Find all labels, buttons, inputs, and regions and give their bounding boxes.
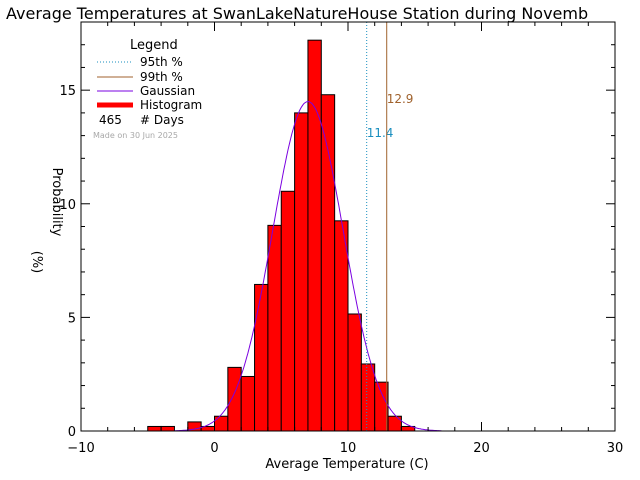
legend-label-gaussian: Gaussian — [140, 84, 195, 98]
y-tick-label: 0 — [68, 425, 76, 440]
x-tick-label: 30 — [607, 441, 624, 456]
histogram-bar — [360, 363, 376, 432]
x-tick-label: −10 — [67, 441, 94, 456]
x-axis-label: Average Temperature (C) — [265, 457, 428, 472]
histogram-bar — [334, 220, 349, 432]
legend-label-histogram: Histogram — [140, 98, 202, 112]
y-tick-label: 5 — [68, 311, 76, 326]
histogram-bar — [267, 224, 282, 432]
percentile-99-value: 12.9 — [387, 92, 414, 106]
chart-title: Average Temperatures at SwanLakeNatureHo… — [6, 4, 588, 23]
histogram-bar — [374, 381, 389, 432]
legend-days-count: 465 — [99, 113, 122, 127]
gaussian-curve — [174, 100, 442, 432]
legend: Legend 95th % 99th % Gaussian Histogram … — [93, 38, 202, 140]
histogram-bar — [307, 39, 322, 432]
histogram-bar — [347, 313, 362, 432]
histogram-bar — [147, 425, 162, 432]
made-on-note: Made on 30 Jun 2025 — [93, 131, 178, 140]
x-tick-label: 10 — [340, 441, 357, 456]
histogram-bar — [227, 366, 242, 432]
percentile-95-value: 11.4 — [367, 126, 394, 140]
legend-label-99th: 99th % — [140, 70, 183, 84]
histogram-bar — [240, 375, 256, 432]
histogram-bar — [280, 190, 296, 432]
histogram-bar — [294, 112, 309, 432]
legend-days-label: # Days — [140, 113, 184, 127]
histogram-bar — [214, 415, 229, 432]
y-tick-label: 10 — [59, 198, 76, 213]
histogram-bar — [160, 425, 175, 432]
histogram-bar — [254, 283, 269, 432]
y-axis-unit-label: (%) — [29, 251, 44, 274]
y-axis-label: Probability — [49, 168, 64, 237]
histogram-bar — [387, 415, 402, 432]
legend-label-95th: 95th % — [140, 55, 183, 69]
histogram-bar — [320, 94, 336, 432]
x-tick-label: 20 — [473, 441, 490, 456]
legend-title: Legend — [130, 38, 178, 53]
x-tick-label: 0 — [210, 441, 218, 456]
y-tick-label: 15 — [59, 84, 76, 99]
